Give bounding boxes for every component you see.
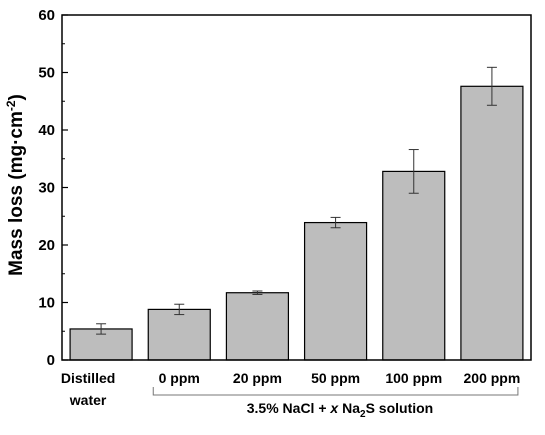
group-bracket-line xyxy=(152,387,519,396)
error-bars-layer xyxy=(96,66,497,335)
x-tick-label-line: 20 ppm xyxy=(233,370,282,386)
x-tick-label-line: water xyxy=(69,392,107,408)
x-tick-label: 200 ppm xyxy=(464,370,521,386)
group-label-part1: 3.5% NaCl + xyxy=(247,400,331,416)
bar xyxy=(225,292,290,361)
group-label-x: x xyxy=(329,400,339,416)
bar xyxy=(147,308,211,361)
y-tick-label: 20 xyxy=(38,237,55,254)
y-tick-label: 40 xyxy=(38,122,55,139)
y-axis-label: Mass loss (mg·cm-2) xyxy=(4,94,27,276)
bar xyxy=(382,170,446,361)
group-label-part2: Na xyxy=(338,400,360,416)
y-tick-label: 10 xyxy=(38,295,55,312)
x-tick-label: Distilled water xyxy=(61,370,115,408)
y-axis-label-close: ) xyxy=(6,94,27,100)
x-tick-label-line: 100 ppm xyxy=(385,370,442,386)
group-label-part3: S solution xyxy=(366,400,434,416)
y-axis: 0 10 20 30 40 50 60 xyxy=(38,7,68,369)
y-axis-label-main: Mass loss (mg·cm xyxy=(6,111,27,276)
x-tick-label: 50 ppm xyxy=(311,370,360,386)
x-axis: Distilled water 0 ppm 20 ppm 50 ppm 100 ppm 20… xyxy=(61,370,520,408)
y-tick-label: 60 xyxy=(38,7,55,24)
y-tick-label: 0 xyxy=(47,352,55,369)
group-label-sub: 2 xyxy=(360,409,366,420)
group-label: 3.5% NaCl + x Na2S solution xyxy=(247,400,433,420)
bar xyxy=(303,221,368,361)
bars-layer xyxy=(69,85,524,361)
x-tick-label-line: 0 ppm xyxy=(159,370,200,386)
x-tick-label: 0 ppm xyxy=(159,370,200,386)
y-axis-label-exponent: -2 xyxy=(4,100,18,111)
x-tick-label-line: 50 ppm xyxy=(311,370,360,386)
y-tick-label: 30 xyxy=(38,180,55,197)
x-tick-label-line: 200 ppm xyxy=(464,370,521,386)
x-tick-label: 20 ppm xyxy=(233,370,282,386)
y-tick-label: 50 xyxy=(38,65,55,82)
group-bracket xyxy=(152,387,519,396)
bar xyxy=(460,85,524,361)
x-tick-label-line: Distilled xyxy=(61,370,115,386)
x-tick-label: 100 ppm xyxy=(385,370,442,386)
